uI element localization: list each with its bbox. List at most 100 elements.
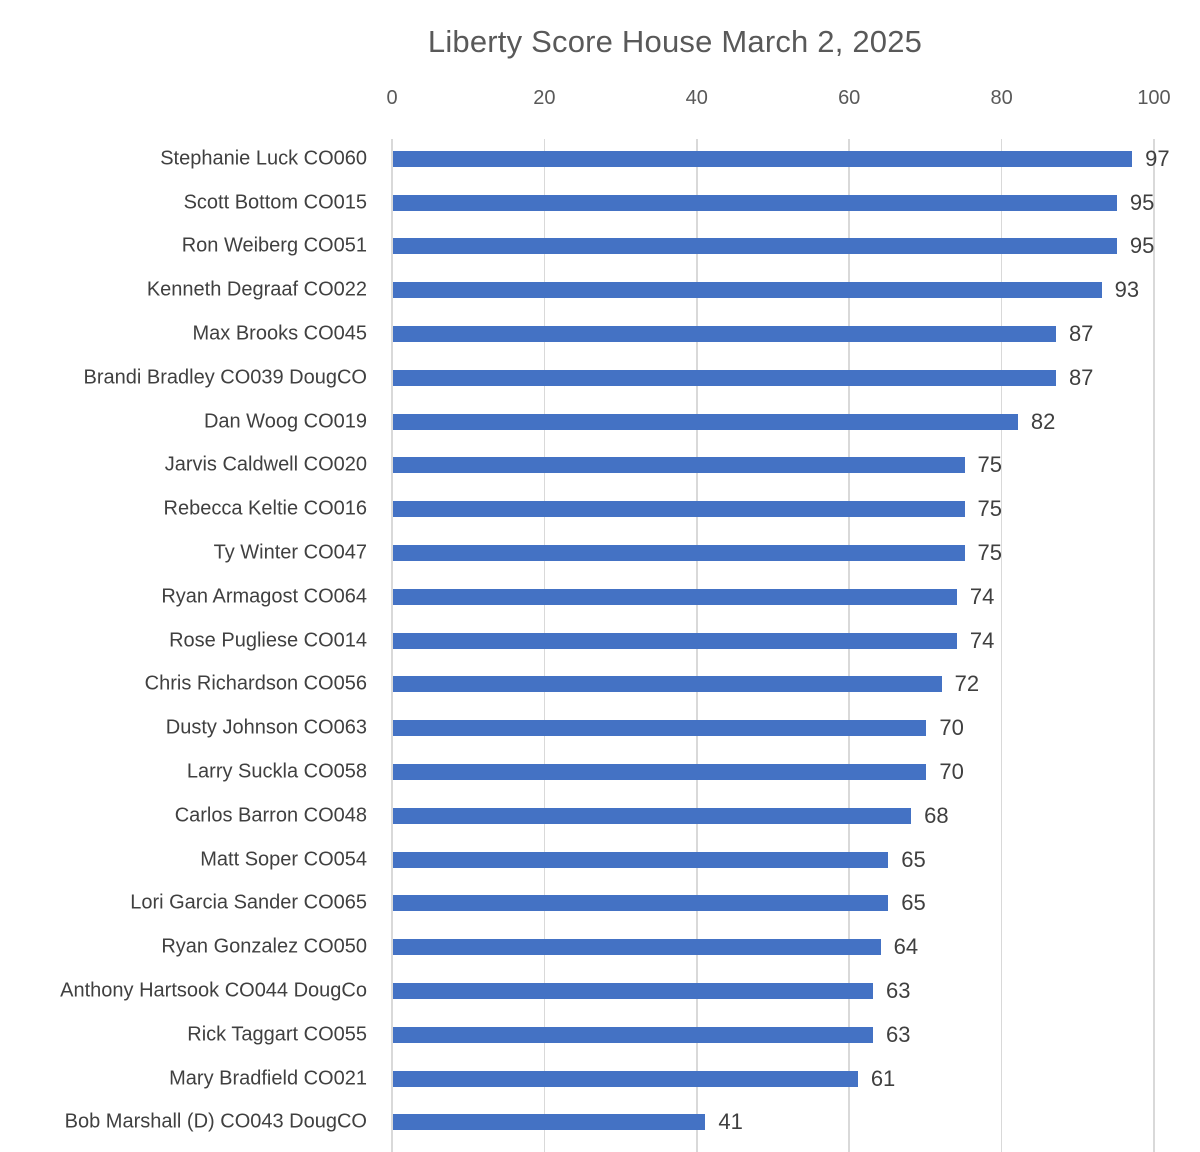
category-label: Ryan Gonzalez CO050 [161,935,367,958]
bar [393,851,889,868]
category-label: Max Brooks CO045 [192,322,367,345]
bar [393,282,1102,299]
bar-row: Matt Soper CO054 65 [0,838,1200,882]
bar [393,413,1018,430]
category-label: Stephanie Luck CO060 [160,147,367,170]
bar-row: Dusty Johnson CO063 70 [0,706,1200,750]
bar [393,632,957,649]
value-label: 41 [718,1109,743,1135]
bar [393,807,912,824]
category-label: Kenneth Degraaf CO022 [146,278,367,301]
bar [393,150,1133,167]
value-label: 87 [1068,321,1094,347]
bar [393,764,927,781]
category-label: Dan Woog CO019 [203,410,367,433]
bar-row: Chris Richardson CO056 72 [0,663,1200,707]
category-label: Matt Soper CO054 [200,848,367,871]
value-label: 74 [969,583,995,609]
gridline [391,139,393,1152]
bar-row: Rebecca Keltie CO016 75 [0,487,1200,531]
value-label: 70 [939,715,964,741]
bar [393,939,881,956]
value-label: 63 [886,1021,911,1047]
bar [393,983,874,1000]
category-label: Ty Winter CO047 [213,541,367,564]
bar-row: Dan Woog CO019 82 [0,400,1200,444]
category-label: Carlos Barron CO048 [174,804,367,827]
value-label: 65 [901,846,926,872]
category-label: Ron Weiberg CO051 [181,234,367,257]
bar-row: Kenneth Degraaf CO022 93 [0,268,1200,312]
category-label: Mary Bradfield CO021 [169,1067,367,1090]
category-label: Dusty Johnson CO063 [165,716,367,739]
gridline [1000,139,1003,1152]
category-label: Bob Marshall (D) CO043 DougCO [64,1110,367,1133]
x-axis-tick-label: 20 [533,87,556,109]
bar [393,369,1056,386]
category-label: Lori Garcia Sander CO065 [130,891,367,914]
category-label: Jarvis Caldwell CO020 [164,453,367,476]
bar [393,238,1117,255]
value-label: 70 [939,759,964,785]
category-label: Chris Richardson CO056 [144,672,367,695]
bar-row: Larry Suckla CO058 70 [0,750,1200,794]
category-label: Ryan Armagost CO064 [161,585,367,608]
value-label: 87 [1068,364,1094,390]
bar [393,720,927,737]
bar-row: Anthony Hartsook CO044 DougCo 63 [0,969,1200,1013]
bar [393,457,965,474]
bar-row: Carlos Barron CO048 68 [0,794,1200,838]
bar-row: Ryan Armagost CO064 74 [0,575,1200,619]
category-label: Scott Bottom CO015 [183,191,367,214]
bar [393,194,1117,211]
bar [393,1070,858,1087]
bar-row: Ryan Gonzalez CO050 64 [0,925,1200,969]
value-label: 95 [1129,189,1155,215]
bar-row: Stephanie Luck CO060 97 [0,137,1200,181]
value-label: 74 [969,627,995,653]
x-axis-tick-label: 0 [386,87,398,109]
value-label: 72 [954,671,980,697]
gridline [1153,139,1155,1152]
value-label: 75 [977,452,1002,478]
value-label: 82 [1030,408,1056,434]
x-axis-tick-label: 100 [1137,87,1171,109]
category-label: Anthony Hartsook CO044 DougCo [60,979,367,1002]
value-label: 63 [886,978,911,1004]
value-label: 65 [901,890,926,916]
x-axis-tick-label: 60 [838,87,861,109]
value-label: 75 [977,540,1002,566]
value-label: 75 [977,496,1002,522]
category-label: Larry Suckla CO058 [186,760,367,783]
value-label: 95 [1129,233,1155,259]
bar [393,588,957,605]
value-label: 68 [924,802,949,828]
bar-row: Rose Pugliese CO014 74 [0,619,1200,663]
value-label: 61 [870,1065,896,1091]
x-axis-tick-label: 40 [685,87,708,109]
bar-row: Scott Bottom CO015 95 [0,181,1200,225]
bar [393,326,1056,343]
bar [393,895,889,912]
bar-row: Lori Garcia Sander CO065 65 [0,882,1200,926]
value-label: 64 [893,934,919,960]
value-label: 97 [1145,145,1170,171]
bar-row: Jarvis Caldwell CO020 75 [0,444,1200,488]
category-label: Brandi Bradley CO039 DougCO [83,366,367,389]
bar-row: Ty Winter CO047 75 [0,531,1200,575]
category-label: Rose Pugliese CO014 [169,629,367,652]
value-label: 93 [1114,277,1140,303]
bar-row: Brandi Bradley CO039 DougCO 87 [0,356,1200,400]
bar-row: Max Brooks CO045 87 [0,312,1200,356]
category-label: Rebecca Keltie CO016 [163,497,367,520]
bar [393,1026,874,1043]
bar [393,545,965,562]
bar-row: Bob Marshall (D) CO043 DougCO 41 [0,1101,1200,1145]
bar [393,676,942,693]
bar-row: Rick Taggart CO055 63 [0,1013,1200,1057]
chart-title: Liberty Score House March 2, 2025 [427,24,923,59]
x-axis-tick-label: 80 [990,87,1013,109]
bar-row: Ron Weiberg CO051 95 [0,225,1200,269]
bar [393,1114,706,1131]
